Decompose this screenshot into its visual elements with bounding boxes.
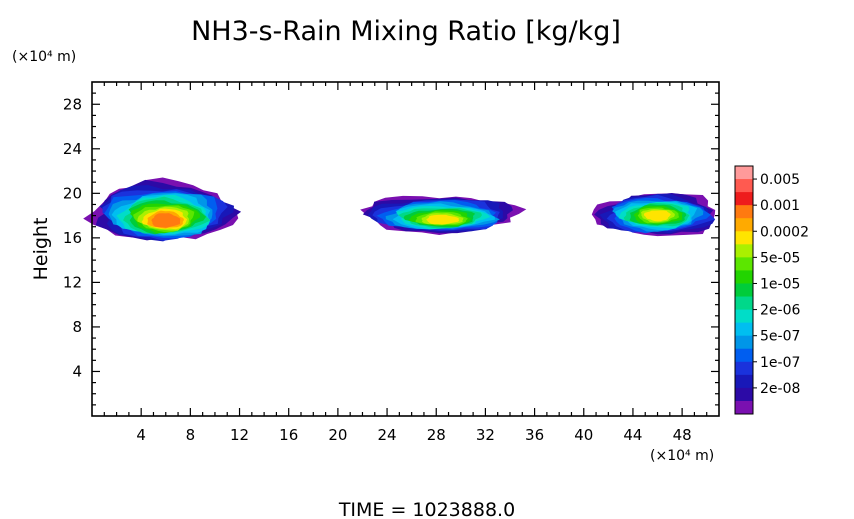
colorbar-swatch [735, 192, 753, 206]
x-tick-label: 20 [328, 426, 347, 444]
colorbar-label: 2e-08 [760, 381, 800, 397]
colorbar-swatch [735, 270, 753, 284]
y-axis-label: Height [30, 218, 52, 281]
x-tick-label: 28 [427, 426, 446, 444]
colorbar-swatch [735, 179, 753, 193]
colorbar-swatch [735, 218, 753, 232]
x-tick-label: 32 [476, 426, 495, 444]
time-label: TIME = 1023888.0 [338, 499, 515, 519]
colorbar-label: 5e-05 [760, 250, 800, 266]
x-tick-labels: 4 8 12 16 20 24 28 32 36 40 44 48 [136, 426, 691, 444]
colorbar-label: 1e-05 [760, 276, 800, 292]
colorbar-swatch [735, 231, 753, 245]
x-tick-label: 4 [136, 426, 146, 444]
colorbar-label: 0.001 [760, 198, 800, 214]
contour-region-cloud-west [83, 177, 242, 242]
y-tick-label: 16 [63, 229, 82, 247]
colorbar-labels: 0.005 0.001 0.0002 5e-05 1e-05 2e-06 5e-07 1e-0… [753, 172, 809, 397]
contour-region-cloud-east [591, 193, 716, 237]
colorbar-swatch [735, 374, 753, 389]
chart-title: NH3-s-Rain Mixing Ratio [kg/kg] [191, 16, 621, 47]
colorbar-swatch [735, 296, 753, 310]
colorbar-label: 0.005 [760, 172, 800, 188]
y-tick-label: 20 [63, 184, 82, 202]
x-tick-label: 40 [574, 426, 593, 444]
colorbar-swatch [735, 322, 753, 337]
x-tick-label: 8 [186, 426, 196, 444]
colorbar-swatch [735, 400, 753, 415]
y-axis-unit: (×10⁴ m) [12, 49, 76, 65]
x-tick-label: 44 [623, 426, 642, 444]
colorbar-swatch [735, 244, 753, 258]
y-tick-label: 24 [63, 140, 82, 158]
x-axis-unit: (×10⁴ m) [650, 448, 714, 464]
colorbar-swatch [735, 166, 753, 180]
x-tick-label: 16 [279, 426, 298, 444]
plot-frame [91, 81, 720, 417]
colorbar-swatch [735, 205, 753, 219]
contour-region-cloud-middle [360, 195, 527, 235]
contour-field [83, 177, 716, 242]
colorbar-swatch [735, 361, 753, 376]
colorbar-swatch [735, 309, 753, 324]
colorbar-swatch [735, 387, 753, 402]
colorbar-frame [734, 165, 754, 415]
y-tick-label: 8 [72, 318, 82, 336]
contour-level [151, 213, 181, 228]
x-tick-label: 36 [525, 426, 544, 444]
colorbar-label: 2e-06 [760, 303, 800, 319]
colorbar-label: 1e-07 [760, 355, 800, 371]
y-tick-label: 28 [63, 95, 82, 113]
colorbar [734, 165, 754, 415]
colorbar-swatch [735, 283, 753, 297]
y-tick-labels: 4 8 12 16 20 24 28 [63, 95, 82, 380]
colorbar-swatch [735, 257, 753, 271]
contour-level [426, 214, 459, 225]
colorbar-swatch [735, 348, 753, 363]
y-tick-label: 12 [63, 273, 82, 291]
x-tick-label: 48 [673, 426, 692, 444]
colorbar-swatch [735, 335, 753, 350]
x-tick-label: 12 [230, 426, 249, 444]
axis-ticks [92, 82, 719, 416]
contour-level [643, 210, 671, 222]
colorbar-label: 0.0002 [760, 224, 809, 240]
x-tick-label: 24 [378, 426, 397, 444]
colorbar-label: 5e-07 [760, 329, 800, 345]
y-tick-label: 4 [72, 362, 82, 380]
